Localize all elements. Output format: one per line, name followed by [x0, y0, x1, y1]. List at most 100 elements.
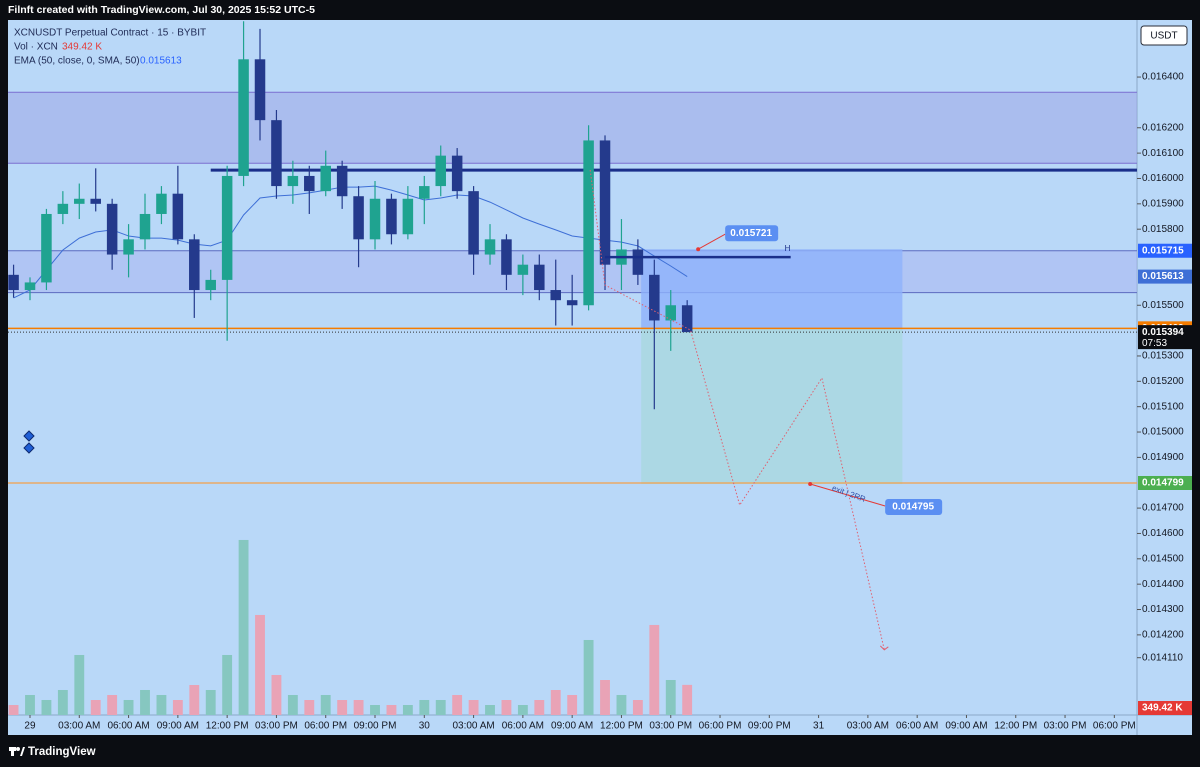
candle-body: [599, 140, 611, 265]
volume-bar: [337, 699, 348, 715]
y-tick-label: 0.015000: [1142, 427, 1184, 438]
volume-legend-value: 349.42 K: [62, 42, 102, 53]
volume-bar: [419, 699, 430, 715]
y-tick-label: 0.014200: [1142, 630, 1184, 641]
volume-bar: [8, 704, 19, 715]
volume-bar: [222, 654, 233, 715]
volume-bar: [534, 699, 545, 715]
x-tick-label: 09:00 AM: [551, 721, 593, 732]
y-tick-label: 0.016200: [1142, 122, 1184, 133]
volume-bar: [271, 674, 282, 715]
y-tick-label: 0.015100: [1142, 401, 1184, 412]
volume-price-bg: [1138, 701, 1192, 715]
zone: [8, 92, 1137, 164]
candle-body: [254, 59, 266, 121]
volume-bar: [649, 624, 660, 715]
zone-price-label: 0.015715: [1142, 245, 1184, 256]
candle-body: [632, 249, 644, 275]
candle-body: [139, 213, 151, 240]
y-tick-label: 0.014500: [1142, 553, 1184, 564]
candle-body: [271, 120, 282, 187]
arrow-head: [879, 645, 889, 651]
candle-body: [287, 175, 299, 187]
volume-bar: [41, 699, 52, 715]
candle-body: [386, 198, 397, 235]
volume-price-label: 349.42 K: [1142, 703, 1183, 714]
candle-body: [123, 239, 134, 255]
volume-bar: [632, 699, 643, 715]
candle-body: [468, 191, 479, 255]
x-tick-label: 31: [813, 721, 825, 732]
volume-bar: [57, 689, 68, 715]
callout-box: [725, 225, 779, 242]
volume-bar: [517, 704, 528, 715]
logo-part: [16, 747, 20, 751]
y-tick-label: 0.016000: [1142, 173, 1184, 184]
candle-body: [304, 175, 315, 192]
x-tick-label: 29: [24, 721, 36, 732]
brand-logo: [9, 747, 25, 756]
chart-title: XCNUSDT Perpetual Contract · 15 · BYBIT: [14, 28, 206, 39]
x-tick-label: 06:00 PM: [304, 721, 347, 732]
x-tick-label: 03:00 AM: [452, 721, 494, 732]
currency[interactable]: USDT: [1150, 31, 1177, 42]
zone-price-label-bg: [1138, 243, 1192, 258]
x-tick-label: 03:00 PM: [255, 721, 298, 732]
logo-part: [11, 747, 14, 756]
volume-bar: [665, 679, 676, 715]
x-tick-label: 30: [419, 721, 431, 732]
volume-bar: [435, 699, 446, 715]
y-tick-label: 0.015300: [1142, 351, 1184, 362]
candle-body: [172, 193, 184, 240]
volume-bar: [238, 539, 249, 715]
currency-box[interactable]: [1140, 25, 1188, 46]
callout-box: [885, 499, 943, 516]
x-tick-label: 06:00 PM: [699, 721, 742, 732]
chart-layer: 0.016400 0.016200 0.016100 0.016000 0.015900…: [8, 21, 1192, 732]
volume-bar: [567, 694, 578, 715]
volume-bar: [140, 689, 150, 715]
volume-bar: [25, 694, 35, 715]
candle-body: [583, 140, 594, 306]
x-tick-label: 06:00 AM: [502, 721, 544, 732]
last-price-bg: [1138, 325, 1192, 350]
ema-legend: EMA (50, close, 0, SMA, 50): [14, 56, 140, 67]
x-tick-label: 09:00 AM: [157, 721, 199, 732]
volume-bar: [468, 699, 479, 715]
volume-bar: [402, 704, 413, 715]
x-tick-label: 09:00 PM: [748, 721, 791, 732]
x-tick-label: 03:00 PM: [1044, 721, 1087, 732]
candle-body: [24, 282, 36, 291]
y-tick-label: 0.014300: [1142, 604, 1184, 615]
candle-body: [517, 264, 529, 275]
x-tick-label: 09:00 PM: [354, 721, 397, 732]
candle-body: [221, 175, 233, 280]
volume-bar: [501, 699, 512, 715]
volume-bar: [616, 694, 627, 715]
candle-body: [681, 305, 693, 333]
brand: TradingView: [28, 746, 96, 758]
x-tick-label: 12:00 PM: [206, 721, 249, 732]
candle-body: [156, 193, 167, 214]
x-tick-label: 06:00 PM: [1093, 721, 1136, 732]
callout-link: [697, 233, 726, 250]
candle-body: [90, 198, 101, 204]
x-tick-label: 12:00 PM: [600, 721, 643, 732]
candle-body: [550, 290, 561, 301]
y-tick-label: 0.015500: [1142, 300, 1184, 311]
volume-bar: [485, 704, 495, 715]
candle-body: [402, 198, 414, 235]
y-tick-label: 0.014900: [1142, 452, 1184, 463]
price-axis: [1137, 20, 1192, 735]
candle-body: [534, 264, 545, 291]
y-tick-label: 0.015900: [1142, 198, 1184, 209]
volume-bar: [189, 684, 200, 715]
candle-body: [238, 59, 249, 176]
volume-bar: [205, 689, 216, 715]
x-tick-label: 12:00 PM: [994, 721, 1037, 732]
callout-link: [810, 483, 886, 507]
y-tick-label: 0.014600: [1142, 528, 1184, 539]
header-title: Filnft created with TradingView.com, Jul…: [8, 4, 315, 16]
y-tick-label: 0.015800: [1142, 224, 1184, 235]
